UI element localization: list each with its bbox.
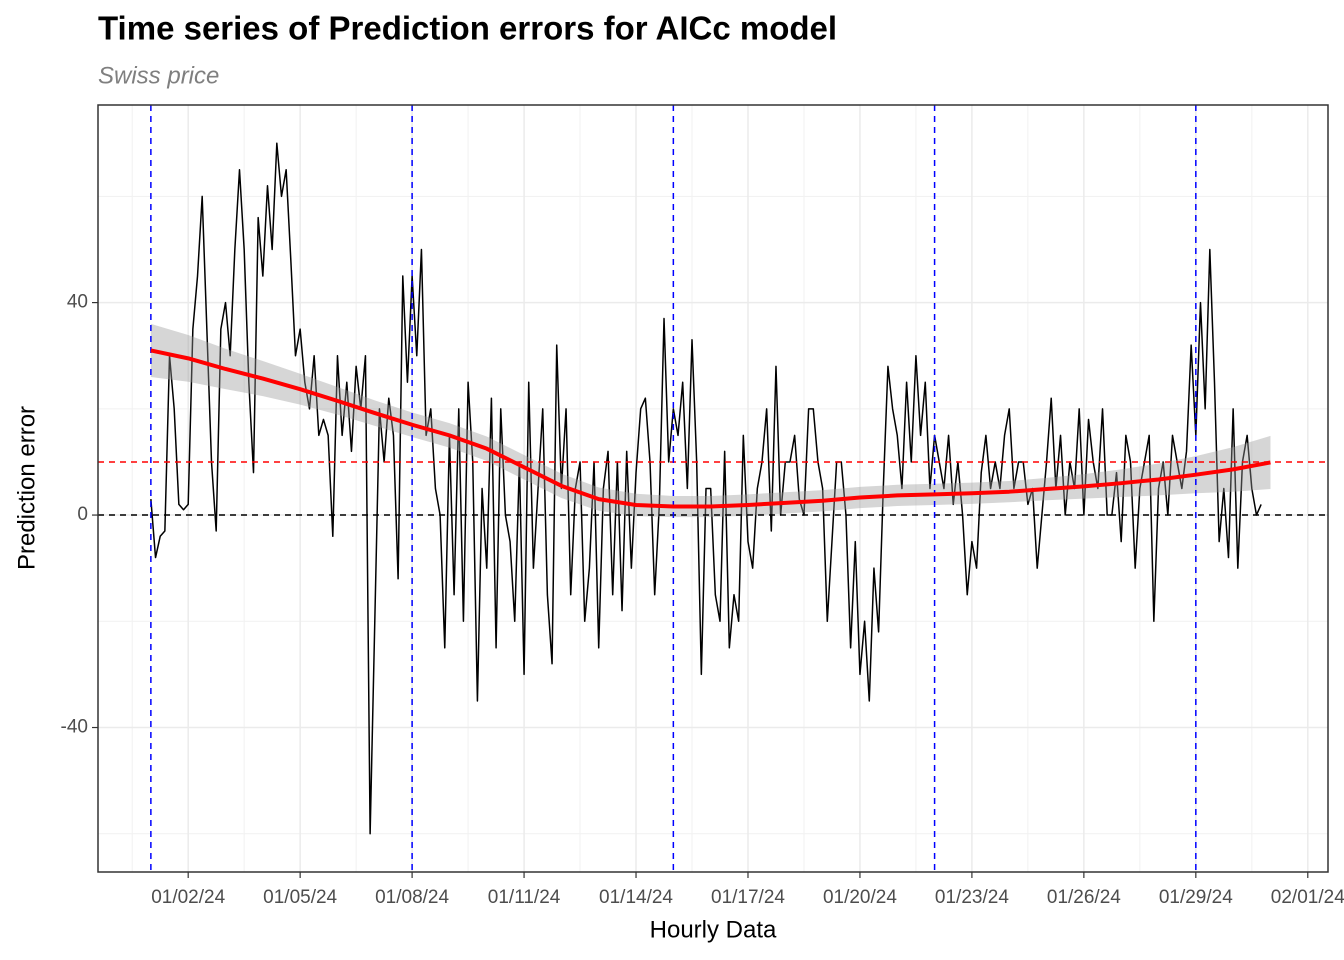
- confidence-band: [150, 323, 1271, 518]
- x-tick-label: 01/11/24: [488, 887, 561, 908]
- y-tick-label: -40: [61, 717, 88, 738]
- y-tick-label: 0: [77, 504, 88, 525]
- x-tick-label: 01/23/24: [935, 887, 1009, 908]
- x-tick-label: 02/01/24: [1271, 887, 1344, 908]
- x-tick-label: 01/26/24: [1047, 887, 1121, 908]
- x-tick-label: 01/05/24: [263, 887, 337, 908]
- x-tick-label: 01/29/24: [1159, 887, 1233, 908]
- smooth-line: [150, 348, 1271, 509]
- chart-subtitle: Swiss price: [98, 62, 219, 89]
- panel-border: [97, 104, 1329, 873]
- data-line: [150, 142, 1262, 835]
- y-tick-label: 40: [67, 292, 88, 313]
- x-axis-label: Hourly Data: [650, 916, 777, 943]
- x-tick-label: 01/08/24: [375, 887, 449, 908]
- x-tick-label: 01/20/24: [823, 887, 897, 908]
- x-tick-label: 01/14/24: [599, 887, 673, 908]
- chart-title: Time series of Prediction errors for AIC…: [98, 10, 837, 47]
- y-axis-label: Prediction error: [13, 406, 40, 570]
- x-tick-label: 01/17/24: [711, 887, 785, 908]
- x-tick-label: 01/02/24: [151, 887, 225, 908]
